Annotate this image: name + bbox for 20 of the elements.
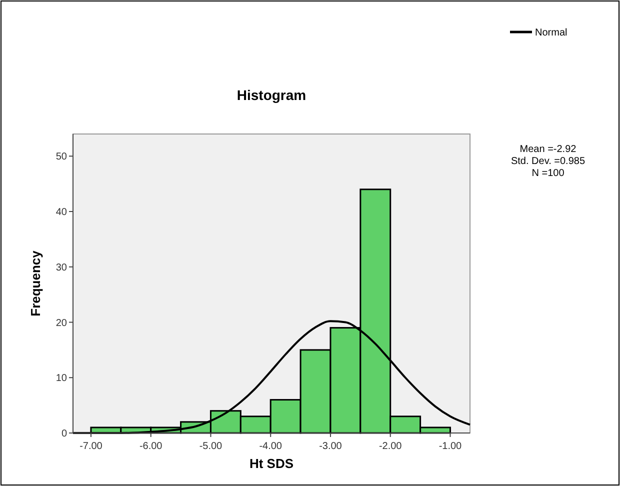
y-axis-title: Frequency: [28, 250, 43, 316]
text: Mean =-2.92: [520, 144, 577, 155]
chart-title: Histogram: [236, 87, 306, 103]
text: Std. Dev. =0.985: [510, 156, 586, 167]
y-tick-label: 50: [56, 152, 68, 163]
x-tick-label: -1.00: [438, 441, 462, 452]
y-tick-label: 30: [56, 262, 68, 274]
x-tick-label: -2.00: [378, 441, 402, 452]
y-tick-label: 10: [56, 373, 68, 384]
x-tick-label: -3.00: [319, 441, 342, 452]
x-axis-title: Ht SDS: [249, 456, 294, 471]
x-tick-label: -6.00: [139, 441, 163, 452]
y-tick-label: 0: [61, 428, 68, 440]
x-tick-label: -5.00: [199, 441, 223, 452]
x-tick-label: -4.00: [259, 441, 282, 452]
y-tick-label: 20: [56, 318, 68, 329]
text: N =100: [532, 168, 565, 179]
x-tick-label: -7.00: [80, 441, 103, 452]
y-tick-label: 40: [56, 207, 68, 218]
legend-label: Normal: [535, 28, 568, 38]
